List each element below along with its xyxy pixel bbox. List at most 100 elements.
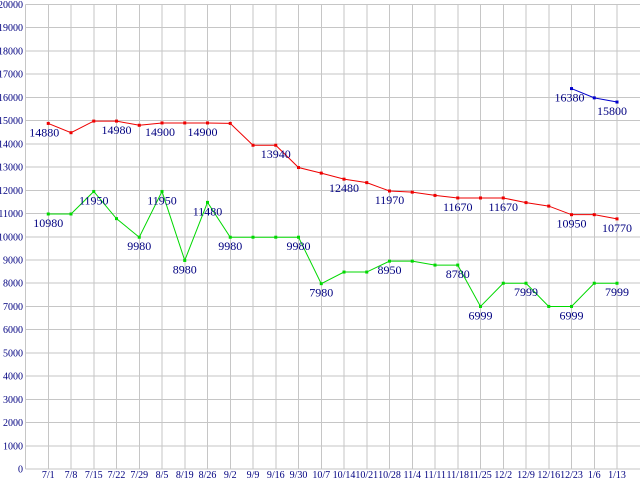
y-axis-tick-label: 4000 xyxy=(3,372,23,383)
y-axis-tick-label: 1000 xyxy=(3,441,23,452)
green-series-point xyxy=(570,304,573,308)
red-series-point xyxy=(69,131,73,135)
x-axis-tick-label: 9/9 xyxy=(247,470,260,480)
red-series-point xyxy=(388,189,391,193)
green-series-value-label: 9980 xyxy=(127,239,151,253)
x-axis-tick-label: 10/21 xyxy=(355,470,378,480)
red-series-value-label: 12480 xyxy=(329,181,359,195)
red-series-point xyxy=(297,166,300,170)
red-series-value-label: 13940 xyxy=(261,147,291,161)
y-axis-tick-label: 11000 xyxy=(0,209,23,220)
green-series-point xyxy=(615,281,619,285)
x-axis-tick-label: 11/18 xyxy=(447,470,469,480)
red-series-point xyxy=(615,217,619,221)
red-series-point xyxy=(115,119,118,123)
red-series-point xyxy=(524,201,528,205)
green-series-point xyxy=(297,235,300,239)
x-axis-tick-label: 7/22 xyxy=(108,470,126,480)
x-axis-tick-label: 11/4 xyxy=(404,470,421,480)
red-series-value-label: 14980 xyxy=(102,123,132,137)
green-series-point xyxy=(547,304,551,308)
y-axis-tick-label: 3000 xyxy=(3,395,23,406)
green-series-point xyxy=(115,217,118,221)
green-series-value-label: 6999 xyxy=(469,308,493,322)
red-series-point xyxy=(570,213,573,217)
red-series-point xyxy=(547,204,551,208)
green-series-point xyxy=(501,281,505,285)
red-series-point xyxy=(501,196,505,200)
red-series-point xyxy=(160,121,164,125)
y-axis-tick-label: 7000 xyxy=(3,302,23,313)
red-series-value-label: 14900 xyxy=(145,125,175,139)
red-series-value-label: 10770 xyxy=(602,221,632,235)
red-series-point xyxy=(319,171,323,175)
green-series-value-label: 7999 xyxy=(605,285,629,299)
red-series-value-label: 11670 xyxy=(443,200,473,214)
green-series-point xyxy=(456,263,460,267)
green-series-value-label: 9980 xyxy=(218,239,242,253)
x-axis-tick-label: 10/28 xyxy=(378,470,401,480)
green-series-point xyxy=(183,258,187,262)
green-series-point xyxy=(342,270,346,274)
red-series-point xyxy=(342,177,346,181)
green-series-point xyxy=(137,235,141,239)
red-series-value-label: 11970 xyxy=(375,193,405,207)
x-axis-tick-label: 12/16 xyxy=(537,470,560,480)
red-series-line xyxy=(48,120,618,220)
green-series-point xyxy=(206,200,209,204)
green-series-point xyxy=(160,189,164,193)
y-axis-tick-label: 20000 xyxy=(0,0,23,11)
red-series-point xyxy=(92,119,96,123)
red-series-point xyxy=(456,196,460,200)
red-series-point xyxy=(137,123,141,127)
x-axis-tick-label: 8/19 xyxy=(176,470,194,480)
red-series-value-label: 11670 xyxy=(488,200,518,214)
x-axis-tick-label: 7/15 xyxy=(85,470,103,480)
x-axis-tick-label: 11/11 xyxy=(424,470,446,480)
green-series-point xyxy=(92,189,96,193)
y-axis-tick-label: 13000 xyxy=(0,163,23,174)
green-series-point xyxy=(274,235,278,239)
x-axis-tick-label: 8/26 xyxy=(199,470,217,480)
blue-series-point xyxy=(570,87,573,91)
y-axis-tick-label: 0 xyxy=(18,465,23,476)
y-axis-tick-label: 12000 xyxy=(0,186,23,197)
red-series-point xyxy=(206,121,209,125)
y-axis-tick-label: 10000 xyxy=(0,232,23,243)
y-axis-tick-label: 15000 xyxy=(0,116,23,127)
green-series-value-label: 6999 xyxy=(560,308,584,322)
y-axis-tick-label: 8000 xyxy=(3,279,23,290)
red-series-point xyxy=(410,190,414,194)
x-axis-tick-label: 7/1 xyxy=(42,470,55,480)
green-series-value-label: 8950 xyxy=(378,263,402,277)
green-series-value-label: 11950 xyxy=(79,193,109,207)
green-series-value-label: 11480 xyxy=(193,204,223,218)
red-series-point xyxy=(365,181,369,185)
blue-series-value-label: 15800 xyxy=(597,104,627,118)
green-series-point xyxy=(69,212,73,216)
y-axis-tick-label: 9000 xyxy=(3,255,23,266)
green-series-value-label: 9980 xyxy=(287,239,311,253)
green-series-point xyxy=(592,281,596,285)
green-series-point xyxy=(228,235,232,239)
green-series-value-label: 7999 xyxy=(514,285,538,299)
green-series-point xyxy=(365,270,369,274)
green-series-value-label: 11950 xyxy=(147,193,177,207)
x-axis-tick-label: 9/16 xyxy=(267,470,285,480)
y-axis-tick-label: 2000 xyxy=(3,418,23,429)
x-axis-tick-label: 7/8 xyxy=(65,470,78,480)
blue-series-point xyxy=(592,96,596,100)
red-series-value-label: 10950 xyxy=(557,217,587,231)
green-series-value-label: 8980 xyxy=(173,262,197,276)
green-series-line xyxy=(48,190,617,308)
y-axis-tick-label: 17000 xyxy=(0,70,23,81)
x-axis-tick-label: 10/14 xyxy=(333,470,356,480)
red-series-point xyxy=(183,121,187,125)
green-series-point xyxy=(433,263,437,267)
red-series-point xyxy=(479,196,482,200)
x-axis-tick-label: 8/5 xyxy=(156,470,169,480)
red-series-point xyxy=(433,193,437,197)
green-series-point xyxy=(410,259,414,263)
